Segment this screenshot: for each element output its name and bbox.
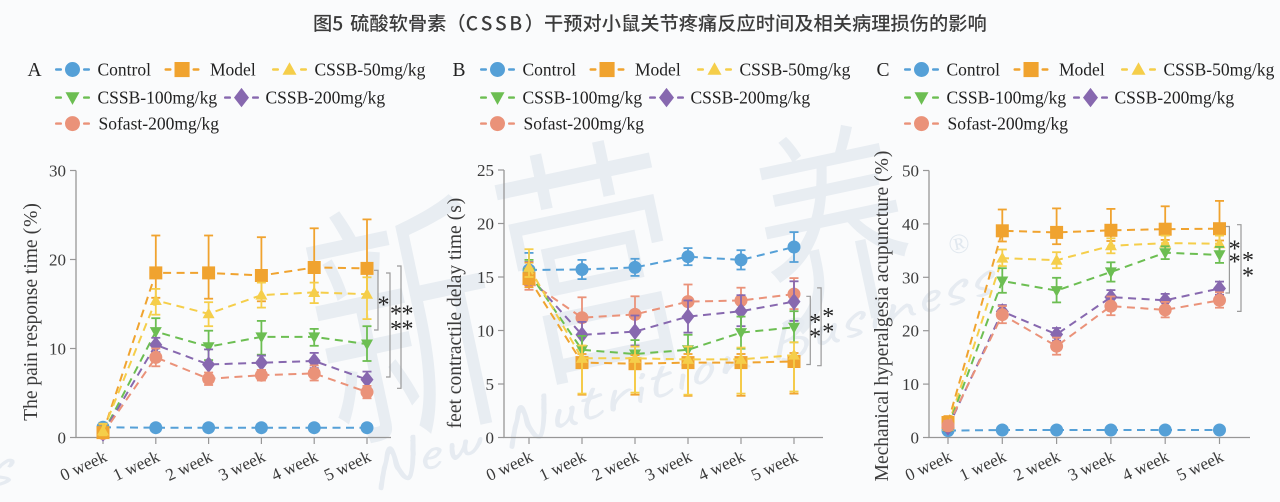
svg-text:Model: Model bbox=[210, 60, 256, 80]
svg-text:Model: Model bbox=[1059, 60, 1105, 80]
svg-text:The pain response time(%): The pain response time(%) bbox=[21, 203, 42, 421]
svg-text:CSSB-100mg/kg: CSSB-100mg/kg bbox=[947, 88, 1067, 108]
svg-text:3 week: 3 week bbox=[1065, 447, 1118, 485]
svg-text:4 week: 4 week bbox=[695, 447, 748, 485]
svg-text:*: * bbox=[390, 317, 402, 343]
svg-text:5 week: 5 week bbox=[748, 447, 801, 485]
svg-text:0: 0 bbox=[58, 429, 67, 448]
svg-text:0 week: 0 week bbox=[902, 447, 955, 485]
svg-text:Control: Control bbox=[523, 60, 577, 80]
svg-text:B: B bbox=[453, 60, 466, 81]
svg-text:4 week: 4 week bbox=[268, 447, 321, 485]
svg-text:*: * bbox=[809, 310, 821, 336]
svg-text:3 week: 3 week bbox=[642, 447, 695, 485]
svg-text:3 week: 3 week bbox=[216, 447, 269, 485]
svg-text:CSSB-200mg/kg: CSSB-200mg/kg bbox=[1115, 88, 1235, 108]
svg-text:20: 20 bbox=[49, 251, 66, 270]
svg-text:CSSB-50mg/kg: CSSB-50mg/kg bbox=[315, 60, 426, 80]
svg-text:5 week: 5 week bbox=[321, 447, 374, 485]
svg-text:4 week: 4 week bbox=[1119, 447, 1172, 485]
svg-text:30: 30 bbox=[49, 162, 66, 181]
svg-text:*: * bbox=[822, 304, 834, 330]
svg-text:10: 10 bbox=[477, 322, 494, 341]
svg-text:Sofast-200mg/kg: Sofast-200mg/kg bbox=[524, 114, 645, 134]
svg-text:A: A bbox=[28, 60, 42, 81]
svg-text:CSSB-50mg/kg: CSSB-50mg/kg bbox=[740, 60, 851, 80]
svg-text:Sofast-200mg/kg: Sofast-200mg/kg bbox=[99, 114, 220, 134]
svg-text:*: * bbox=[402, 302, 414, 328]
svg-text:*: * bbox=[390, 302, 402, 328]
svg-text:*: * bbox=[822, 320, 834, 346]
svg-text:®: ® bbox=[945, 227, 972, 262]
svg-text:10: 10 bbox=[902, 375, 919, 394]
svg-text:20: 20 bbox=[477, 215, 494, 234]
svg-text:25: 25 bbox=[477, 161, 494, 180]
svg-text:*: * bbox=[809, 325, 821, 351]
svg-text:Mechanical hyperalgesia acupun: Mechanical hyperalgesia acupuncture(%) bbox=[872, 151, 893, 482]
svg-text:5 week: 5 week bbox=[1174, 447, 1227, 485]
svg-text:15: 15 bbox=[477, 268, 494, 287]
svg-text:*: * bbox=[402, 317, 414, 343]
svg-text:*: * bbox=[1229, 237, 1241, 263]
svg-text:*: * bbox=[1229, 250, 1241, 276]
svg-text:0: 0 bbox=[911, 429, 920, 448]
svg-text:CSSB-50mg/kg: CSSB-50mg/kg bbox=[1164, 60, 1275, 80]
svg-text:0 week: 0 week bbox=[57, 447, 110, 485]
svg-text:CSSB-100mg/kg: CSSB-100mg/kg bbox=[98, 88, 218, 108]
svg-text:2 week: 2 week bbox=[589, 447, 642, 485]
svg-text:1 week: 1 week bbox=[536, 447, 589, 485]
svg-text:50: 50 bbox=[902, 162, 919, 181]
svg-text:*: * bbox=[378, 293, 390, 319]
svg-text:CSSB-200mg/kg: CSSB-200mg/kg bbox=[691, 88, 811, 108]
svg-text:5: 5 bbox=[486, 375, 495, 394]
svg-text:0 week: 0 week bbox=[483, 447, 536, 485]
svg-text:30: 30 bbox=[902, 268, 919, 287]
svg-text:*: * bbox=[1242, 248, 1254, 274]
svg-text:2 week: 2 week bbox=[1011, 447, 1064, 485]
svg-text:2 week: 2 week bbox=[163, 447, 216, 485]
svg-text:Model: Model bbox=[635, 60, 681, 80]
svg-text:*: * bbox=[1242, 264, 1254, 290]
svg-text:C: C bbox=[877, 60, 890, 81]
svg-text:1 week: 1 week bbox=[956, 447, 1009, 485]
svg-text:CSSB-100mg/kg: CSSB-100mg/kg bbox=[523, 88, 643, 108]
svg-text:Sofast-200mg/kg: Sofast-200mg/kg bbox=[948, 114, 1069, 134]
svg-text:0: 0 bbox=[486, 429, 495, 448]
svg-text:20: 20 bbox=[902, 322, 919, 341]
svg-text:10: 10 bbox=[49, 340, 66, 359]
svg-text:1 week: 1 week bbox=[110, 447, 163, 485]
svg-text:40: 40 bbox=[902, 215, 919, 234]
svg-text:Control: Control bbox=[98, 60, 152, 80]
svg-text:CSSB-200mg/kg: CSSB-200mg/kg bbox=[266, 88, 386, 108]
svg-text:feet contractile delay time(s): feet contractile delay time(s) bbox=[445, 198, 466, 429]
svg-text:Control: Control bbox=[947, 60, 1001, 80]
